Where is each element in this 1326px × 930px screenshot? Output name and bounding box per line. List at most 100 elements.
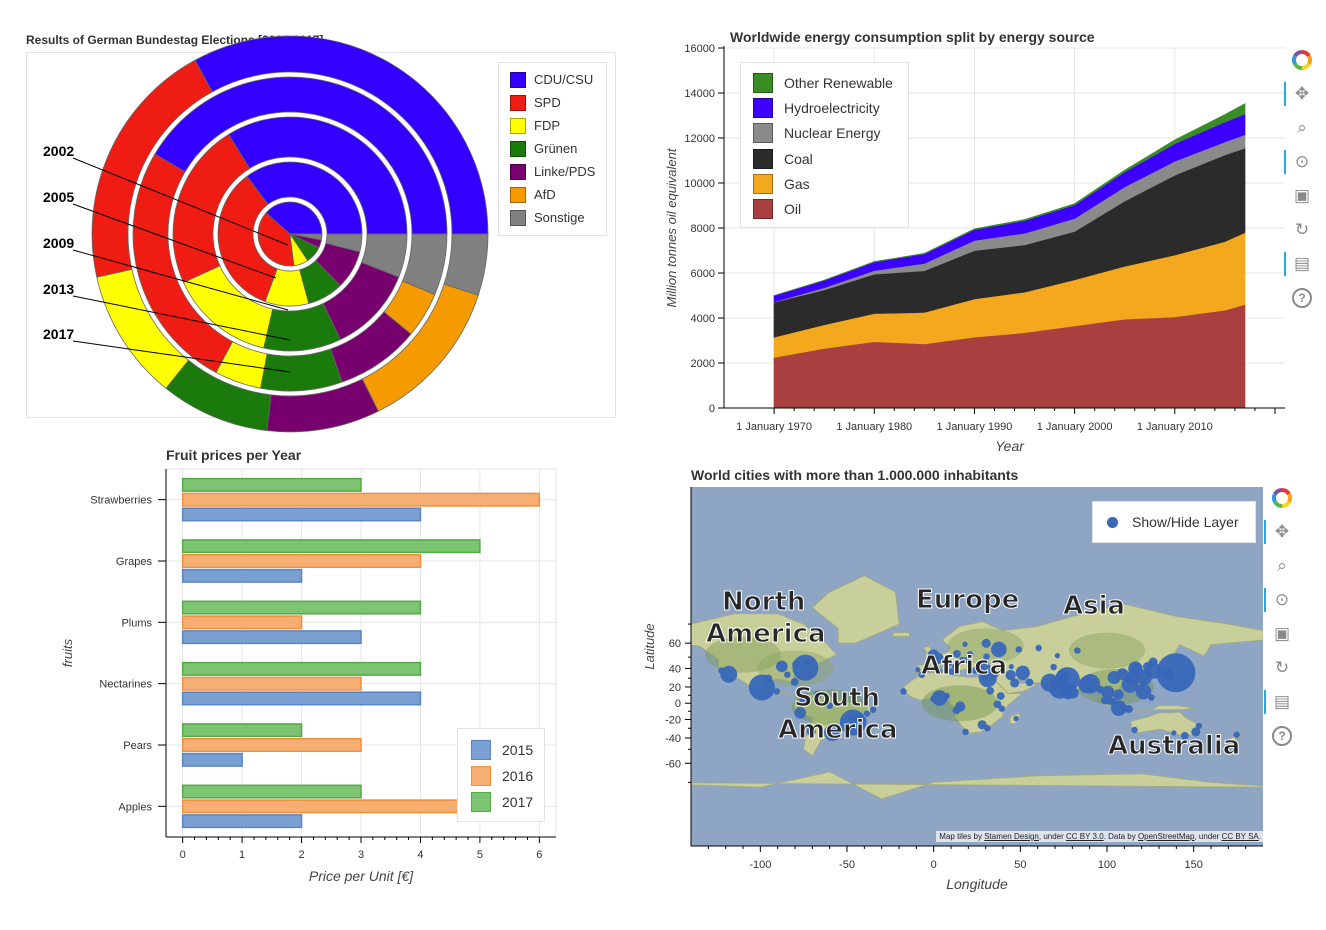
energy-legend-item[interactable]: Gas [753, 171, 908, 196]
elections-legend-item[interactable]: SPD [510, 91, 606, 114]
year-leader-line [72, 295, 291, 341]
fruits-legend-item[interactable]: 2016 [471, 763, 544, 789]
bar-plums-2016 [181, 615, 303, 630]
bokeh-logo-icon[interactable] [1289, 47, 1315, 73]
city-point [773, 688, 781, 695]
city-point [1180, 731, 1189, 740]
y-tick-label: -20 [665, 714, 681, 726]
city-point [1171, 730, 1177, 736]
hover-icon[interactable]: ▤ [1264, 689, 1295, 715]
elections-legend-swatch [510, 163, 526, 180]
bar-grapes-2016 [181, 554, 422, 568]
elections-legend-item[interactable]: FDP [510, 114, 606, 137]
city-point [1015, 646, 1023, 653]
help-icon[interactable]: ? [1269, 723, 1295, 749]
city-point [948, 668, 955, 675]
city-point [1013, 715, 1019, 722]
attrib-link-osm[interactable]: OpenStreetMap [1137, 832, 1195, 841]
city-point [952, 663, 959, 670]
city-point [971, 667, 978, 674]
box-zoom-icon[interactable]: ⌕ [1277, 556, 1287, 575]
elections-legend-item[interactable]: AfD [510, 183, 606, 206]
y-axis-label: fruits [60, 638, 75, 667]
elections-legend-item[interactable]: CDU/CSU [510, 68, 606, 91]
pan-icon[interactable]: ✥ [1284, 81, 1315, 107]
city-point [943, 692, 950, 700]
fruits-legend-item[interactable]: 2017 [471, 789, 544, 815]
wedge-2002-cducsu [265, 201, 323, 235]
wedge-2005-spd [217, 175, 278, 303]
x-tick-label: 5 [477, 849, 483, 861]
city-point [1233, 731, 1240, 738]
help-icon[interactable]: ? [1289, 285, 1315, 311]
city-point [1101, 685, 1115, 699]
city-point [918, 671, 926, 679]
y-tick-label: 6000 [691, 268, 715, 280]
y-tick-label: Nectarines [99, 679, 152, 691]
y-tick-label: 40 [669, 663, 681, 675]
x-tick-label: 3 [358, 849, 364, 861]
reset-icon[interactable]: ↻ [1294, 220, 1310, 239]
x-tick-label: 0 [180, 849, 186, 861]
city-point [1025, 678, 1034, 687]
energy-legend-item[interactable]: Nuclear Energy [753, 121, 908, 146]
elections-legend: CDU/CSU SPD FDP Grünen Linke/PDS AfD Sonstige [498, 62, 607, 236]
city-point [1156, 653, 1196, 693]
energy-legend-item[interactable]: Coal [753, 146, 908, 171]
city-point [1143, 661, 1153, 672]
attrib-link-stamen[interactable]: Stamen Design [984, 832, 1039, 841]
landmass-antarctica [691, 771, 1263, 800]
year-leader-line [72, 249, 289, 311]
city-point [983, 653, 990, 660]
save-icon[interactable]: ▣ [1273, 624, 1291, 643]
energy-legend-item[interactable]: Other Renewable [753, 70, 908, 95]
save-icon[interactable]: ▣ [1293, 186, 1311, 205]
elections-legend-swatch [510, 186, 526, 203]
city-point [1010, 678, 1020, 688]
elections-legend-item[interactable]: Sonstige [510, 206, 606, 229]
elections-legend-item[interactable]: Linke/PDS [510, 160, 606, 183]
vegetation-tint [1069, 632, 1145, 669]
city-point [850, 714, 867, 730]
city-point [718, 667, 725, 674]
city-point [1096, 685, 1105, 694]
x-tick-label: 4 [417, 849, 423, 861]
city-point [986, 686, 995, 695]
y-tick-label: Pears [123, 740, 152, 752]
city-point [923, 664, 932, 672]
x-tick-label: 1 January 1970 [736, 421, 812, 433]
city-point [900, 688, 907, 695]
hover-icon[interactable]: ▤ [1284, 251, 1315, 277]
year-label-2013: 2013 [43, 281, 74, 297]
city-point [1195, 722, 1203, 730]
fruits-legend-swatch [471, 792, 491, 812]
energy-legend-swatch [753, 72, 773, 93]
attrib-link-ccby[interactable]: CC BY 3.0 [1066, 832, 1104, 841]
elections-legend-label: AfD [534, 187, 556, 202]
box-zoom-icon[interactable]: ⌕ [1297, 118, 1307, 137]
fruits-legend-item[interactable]: 2015 [471, 737, 544, 763]
city-point [1061, 686, 1075, 700]
y-tick-label: 14000 [684, 88, 715, 100]
reset-icon[interactable]: ↻ [1274, 658, 1290, 677]
cities-legend-label: Show/Hide Layer [1132, 514, 1239, 530]
pan-icon[interactable]: ✥ [1264, 519, 1295, 545]
attrib-link-ccbysa[interactable]: CC BY SA [1221, 832, 1259, 841]
y-axis-label: Latitude [642, 623, 657, 669]
energy-title: Worldwide energy consumption split by en… [730, 29, 1095, 45]
wheel-zoom-icon[interactable]: ⊙ [1284, 149, 1315, 175]
energy-legend-item[interactable]: Oil [753, 196, 908, 221]
bar-apples-2015 [181, 814, 303, 829]
elections-legend-item[interactable]: Grünen [510, 137, 606, 160]
city-point [1035, 644, 1042, 652]
bokeh-logo-icon[interactable] [1269, 485, 1295, 511]
bar-apples-2017 [181, 784, 362, 799]
area-other-renewable [773, 103, 1246, 297]
y-tick-label: 0 [709, 403, 715, 415]
x-tick-label: 1 January 1990 [937, 421, 1013, 433]
energy-legend-item[interactable]: Hydroelectricity [753, 95, 908, 120]
y-tick-label: Apples [118, 801, 152, 813]
cities-legend-item[interactable]: Show/Hide Layer [1107, 514, 1239, 530]
x-tick-label: 2 [298, 849, 304, 861]
wheel-zoom-icon[interactable]: ⊙ [1264, 587, 1295, 613]
